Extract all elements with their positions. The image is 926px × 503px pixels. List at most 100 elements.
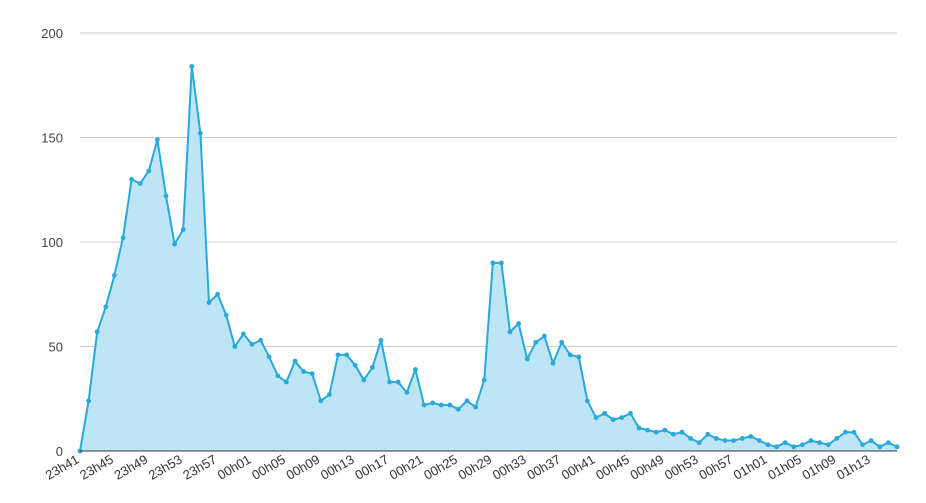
data-point bbox=[318, 398, 324, 404]
x-tick-label: 00h05 bbox=[249, 452, 288, 483]
x-tick-label: 23h53 bbox=[146, 452, 185, 483]
x-tick-label: 00h29 bbox=[455, 452, 494, 483]
data-point bbox=[662, 427, 668, 433]
data-point bbox=[464, 398, 470, 404]
data-point bbox=[868, 438, 874, 443]
data-point bbox=[739, 436, 745, 441]
x-tick-label: 00h45 bbox=[593, 452, 632, 483]
data-point bbox=[542, 333, 547, 339]
data-point bbox=[593, 415, 599, 420]
data-point bbox=[275, 373, 281, 379]
x-tick-label: 00h33 bbox=[490, 452, 529, 483]
data-point bbox=[688, 436, 693, 441]
data-point bbox=[155, 137, 160, 142]
data-point bbox=[232, 344, 238, 349]
x-tick-label: 00h01 bbox=[215, 452, 254, 483]
data-point bbox=[679, 429, 685, 435]
data-point bbox=[172, 241, 178, 247]
y-tick-label: 150 bbox=[41, 131, 63, 146]
data-point bbox=[370, 365, 375, 370]
data-point bbox=[860, 442, 865, 448]
data-point bbox=[129, 176, 135, 182]
data-point bbox=[473, 404, 478, 410]
data-point bbox=[851, 429, 857, 435]
data-point bbox=[645, 427, 650, 433]
x-tick-label: 00h21 bbox=[387, 452, 426, 483]
x-tick-label: 01h13 bbox=[834, 452, 873, 483]
data-point bbox=[447, 402, 453, 408]
x-tick-label: 00h13 bbox=[318, 452, 357, 483]
data-point bbox=[352, 362, 358, 368]
data-point bbox=[301, 369, 306, 374]
data-point bbox=[576, 354, 582, 360]
data-point bbox=[344, 352, 349, 358]
data-point bbox=[335, 352, 341, 358]
x-tick-label: 01h09 bbox=[799, 452, 838, 483]
data-point bbox=[808, 438, 814, 443]
data-point bbox=[567, 352, 573, 358]
data-point bbox=[249, 342, 255, 347]
data-point bbox=[112, 273, 117, 278]
data-point bbox=[671, 431, 676, 437]
y-axis: 0 50 100 150 200 bbox=[41, 26, 63, 459]
data-point bbox=[120, 235, 126, 241]
data-point bbox=[189, 64, 195, 69]
x-tick-label: 01h05 bbox=[765, 452, 804, 483]
data-point bbox=[266, 354, 272, 360]
data-point bbox=[894, 444, 900, 450]
data-point bbox=[714, 436, 719, 441]
data-point bbox=[722, 438, 728, 443]
data-point bbox=[791, 444, 797, 450]
data-point bbox=[206, 300, 212, 306]
data-point bbox=[533, 339, 539, 345]
data-point bbox=[146, 168, 152, 174]
data-point bbox=[421, 402, 427, 408]
x-tick-label: 01h01 bbox=[731, 452, 770, 483]
x-tick-label: 00h37 bbox=[524, 452, 563, 483]
data-point bbox=[94, 329, 100, 335]
data-point bbox=[292, 358, 298, 364]
data-point bbox=[628, 410, 633, 416]
data-point bbox=[834, 436, 840, 441]
x-tick-label: 00h17 bbox=[352, 452, 391, 483]
data-point bbox=[490, 260, 496, 266]
data-point bbox=[774, 444, 779, 450]
data-point bbox=[748, 433, 754, 439]
data-point bbox=[507, 329, 513, 335]
data-point bbox=[395, 379, 401, 385]
y-tick-label: 0 bbox=[56, 444, 63, 459]
data-point bbox=[550, 360, 556, 366]
data-point bbox=[404, 390, 410, 395]
x-axis: 23h4123h4523h4923h5323h5700h0100h0500h09… bbox=[43, 450, 897, 483]
data-point bbox=[284, 379, 289, 385]
data-point bbox=[137, 181, 143, 186]
data-point bbox=[481, 377, 487, 383]
x-tick-label: 23h49 bbox=[111, 452, 150, 483]
data-point bbox=[877, 444, 883, 450]
data-point bbox=[86, 398, 91, 404]
data-point bbox=[516, 321, 521, 326]
data-point bbox=[825, 442, 831, 448]
data-point bbox=[215, 291, 221, 297]
data-point bbox=[559, 339, 564, 345]
data-point bbox=[757, 438, 762, 443]
data-point bbox=[103, 304, 109, 310]
data-point bbox=[198, 130, 203, 136]
x-tick-label: 00h09 bbox=[283, 452, 322, 483]
data-point bbox=[361, 377, 367, 383]
data-point bbox=[180, 227, 186, 232]
data-point bbox=[309, 371, 315, 377]
data-point bbox=[610, 417, 616, 423]
data-point bbox=[636, 425, 642, 431]
data-point bbox=[327, 392, 332, 397]
data-point bbox=[782, 440, 788, 446]
data-point bbox=[387, 379, 392, 385]
x-tick-label: 23h57 bbox=[180, 452, 219, 483]
data-point bbox=[524, 356, 530, 362]
data-point bbox=[413, 367, 418, 372]
data-point bbox=[696, 440, 702, 446]
data-point bbox=[705, 431, 711, 437]
data-point bbox=[163, 193, 169, 199]
